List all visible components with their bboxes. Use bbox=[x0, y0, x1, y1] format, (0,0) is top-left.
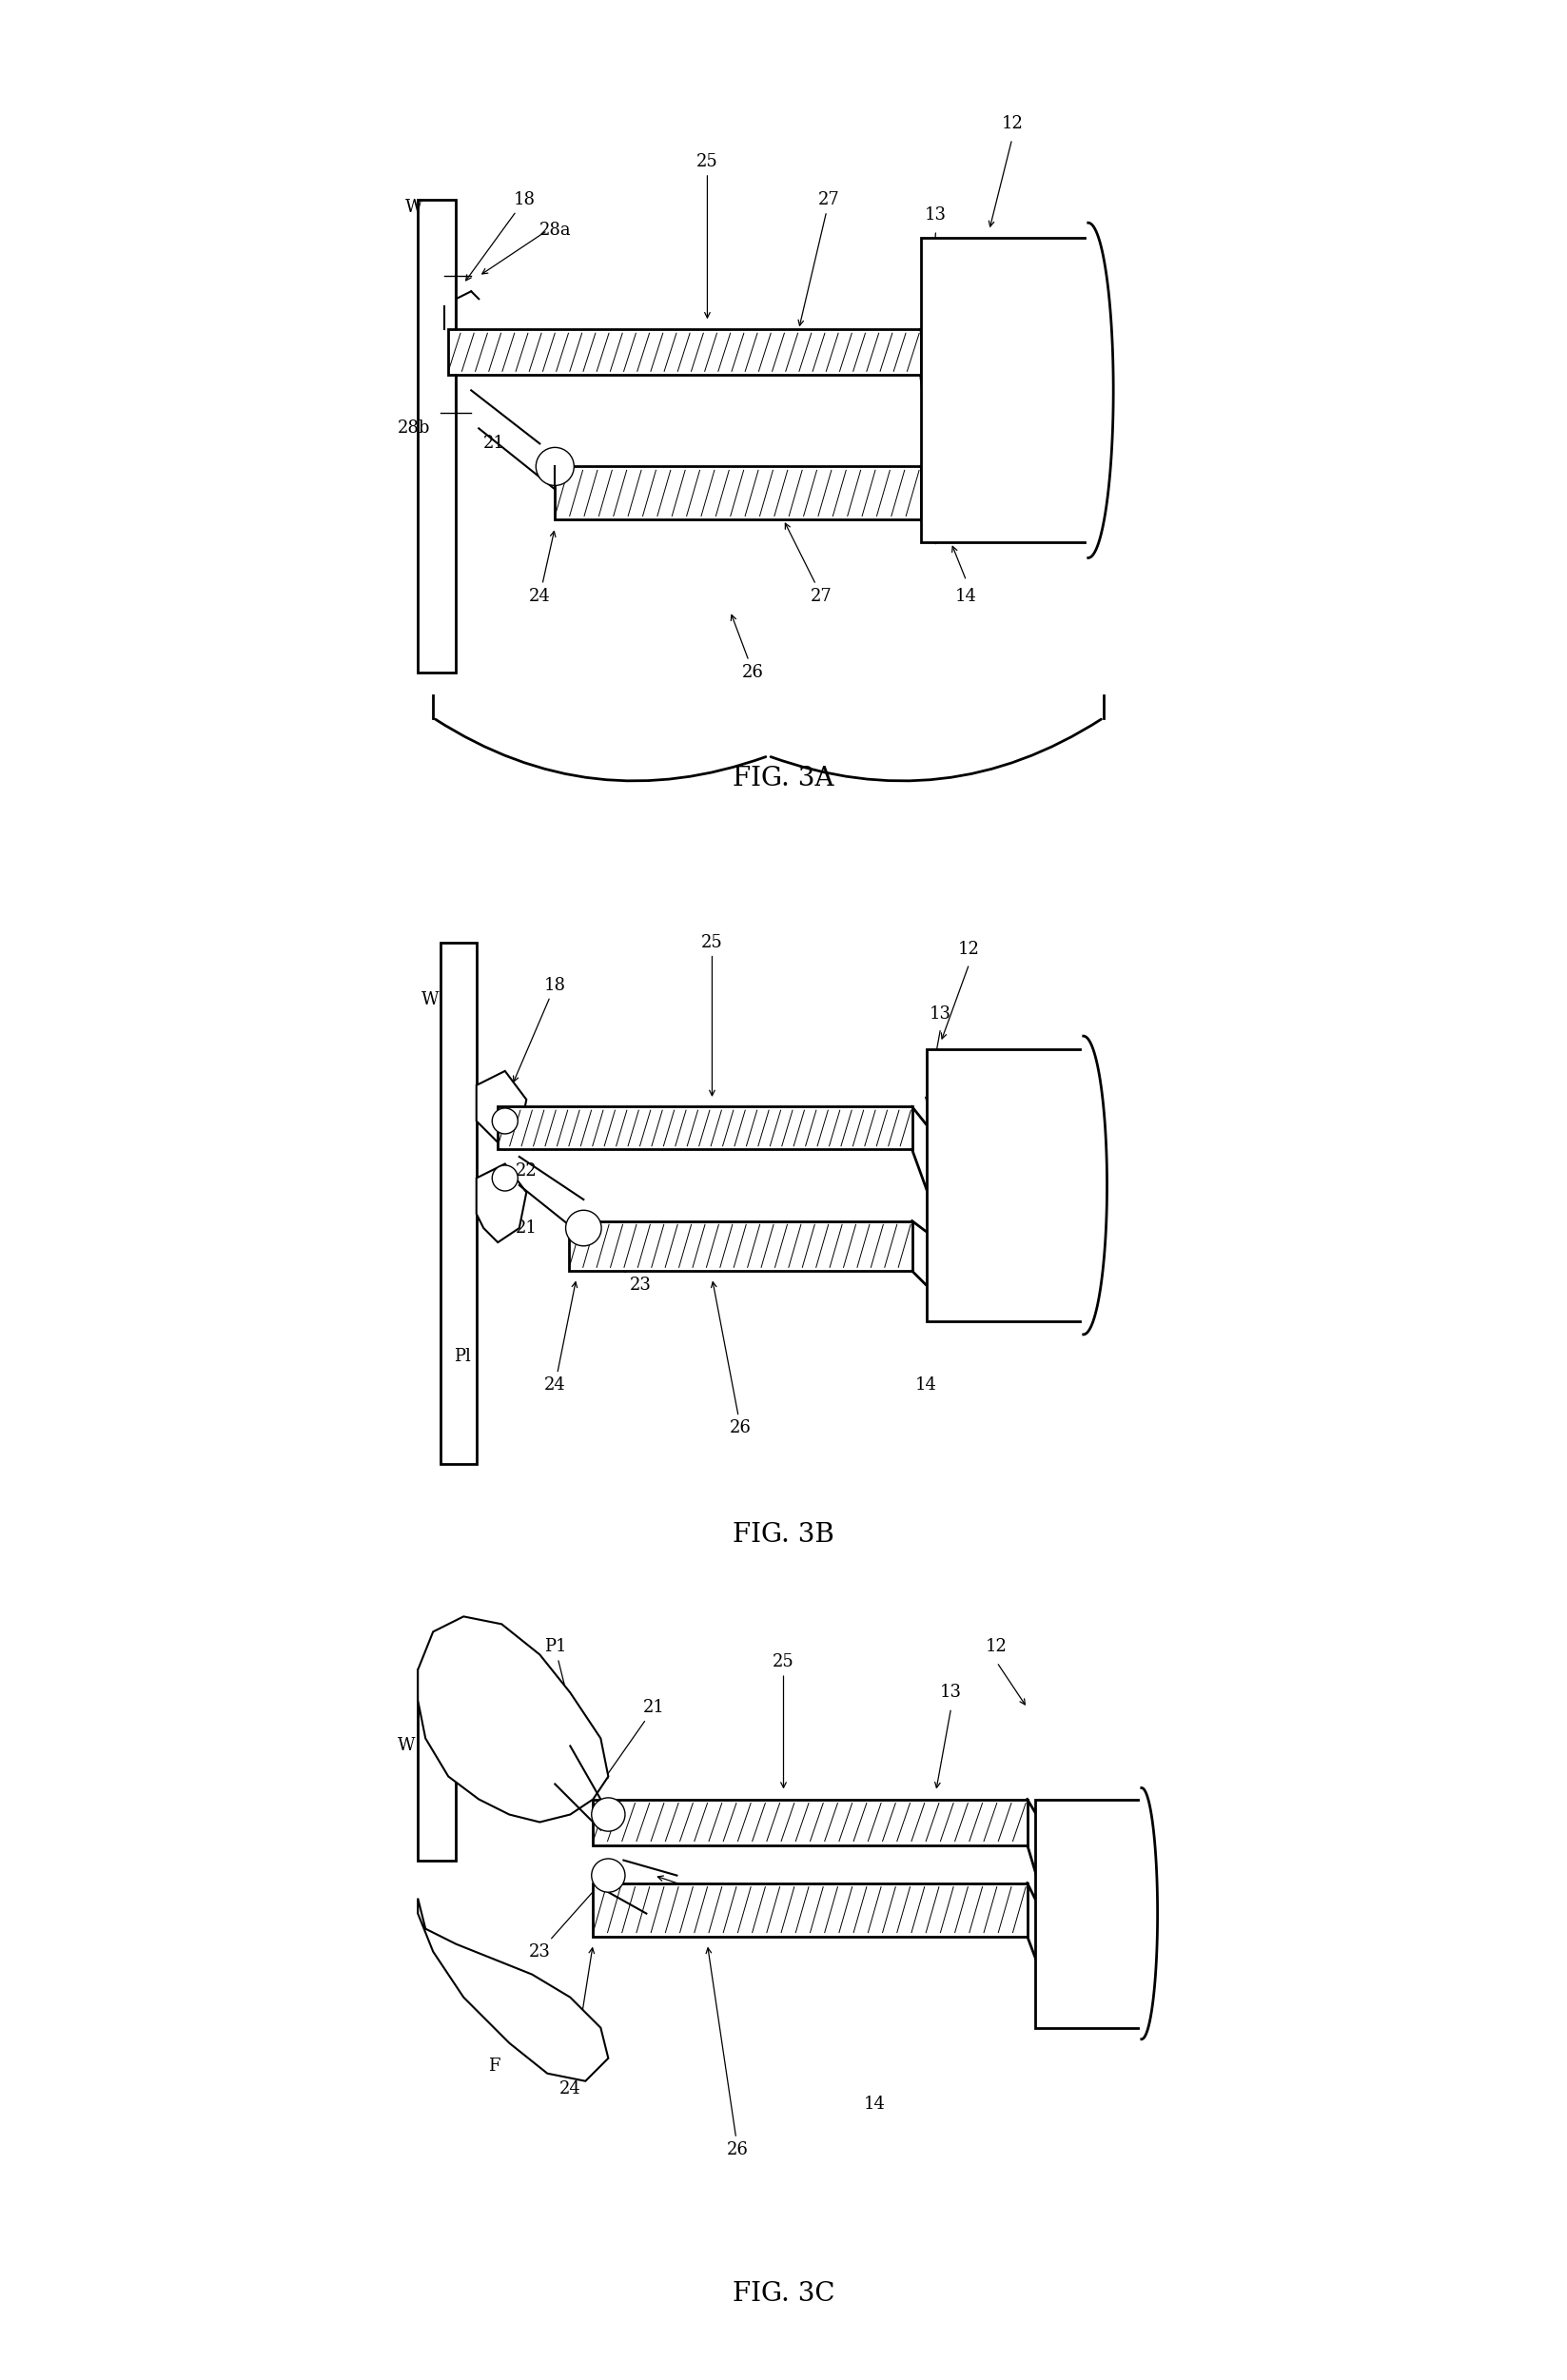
Text: 26: 26 bbox=[707, 1947, 749, 2159]
Text: 25: 25 bbox=[696, 152, 718, 319]
Text: 18: 18 bbox=[514, 976, 566, 1081]
Text: 23: 23 bbox=[566, 469, 611, 497]
Text: 28a: 28a bbox=[539, 221, 570, 238]
Bar bbox=[921, 238, 1087, 543]
Text: 12: 12 bbox=[986, 1637, 1008, 1656]
Text: 28b: 28b bbox=[398, 419, 431, 438]
Polygon shape bbox=[476, 1071, 527, 1150]
Bar bbox=[569, 1221, 912, 1271]
Bar bbox=[592, 1883, 1028, 1937]
Bar bbox=[498, 1107, 912, 1150]
Bar bbox=[448, 328, 921, 376]
Text: 14: 14 bbox=[956, 588, 978, 605]
Text: 27: 27 bbox=[785, 524, 832, 605]
Text: 24: 24 bbox=[530, 531, 556, 605]
Text: F: F bbox=[487, 2056, 500, 2075]
Bar bbox=[926, 1050, 1083, 1321]
Polygon shape bbox=[476, 1164, 527, 1242]
Text: 25: 25 bbox=[702, 933, 722, 1095]
Text: 11: 11 bbox=[997, 378, 1026, 402]
Text: 12: 12 bbox=[1001, 114, 1023, 133]
Text: 13: 13 bbox=[940, 1685, 962, 1702]
Text: 27: 27 bbox=[798, 190, 840, 326]
Bar bbox=[440, 942, 476, 1464]
Bar bbox=[440, 942, 476, 1464]
Text: 25: 25 bbox=[773, 1654, 794, 1787]
Circle shape bbox=[566, 1209, 602, 1247]
Polygon shape bbox=[418, 1616, 608, 1823]
Circle shape bbox=[536, 447, 574, 486]
Circle shape bbox=[591, 1797, 625, 1830]
Text: Pl: Pl bbox=[453, 1347, 470, 1366]
Text: 23: 23 bbox=[528, 1885, 599, 1961]
Bar bbox=[418, 200, 456, 671]
Text: W: W bbox=[422, 990, 439, 1009]
Text: W: W bbox=[398, 1737, 415, 1754]
Text: 18: 18 bbox=[465, 190, 536, 281]
Text: 24: 24 bbox=[544, 1283, 577, 1395]
Text: 13: 13 bbox=[925, 207, 946, 224]
Text: 13: 13 bbox=[929, 1004, 951, 1023]
Text: 21: 21 bbox=[516, 1219, 537, 1238]
Text: 14: 14 bbox=[915, 1376, 937, 1395]
Bar bbox=[555, 466, 921, 519]
Text: 26: 26 bbox=[730, 614, 763, 681]
Text: FIG. 3A: FIG. 3A bbox=[733, 766, 834, 793]
Circle shape bbox=[492, 1166, 517, 1190]
Circle shape bbox=[591, 1859, 625, 1892]
Text: FIG. 3C: FIG. 3C bbox=[732, 2282, 835, 2306]
Text: 12: 12 bbox=[959, 940, 979, 959]
Text: FIG. 3B: FIG. 3B bbox=[733, 1523, 834, 1547]
Bar bbox=[418, 200, 456, 671]
Bar bbox=[592, 1799, 1028, 1844]
Text: 14: 14 bbox=[863, 2094, 885, 2113]
Text: 21: 21 bbox=[483, 436, 505, 452]
Circle shape bbox=[492, 1109, 517, 1133]
Text: 21: 21 bbox=[603, 1699, 664, 1780]
Text: 24: 24 bbox=[559, 1947, 594, 2097]
Text: W: W bbox=[406, 200, 423, 217]
Bar bbox=[1034, 1799, 1141, 2028]
Text: 22: 22 bbox=[516, 1161, 537, 1180]
Text: 26: 26 bbox=[711, 1283, 752, 1438]
Text: 23: 23 bbox=[594, 1245, 652, 1295]
Bar bbox=[418, 1671, 456, 1861]
Text: 11: 11 bbox=[1083, 1904, 1109, 1923]
Text: 22: 22 bbox=[658, 1875, 733, 1906]
Polygon shape bbox=[418, 1899, 608, 2080]
Text: P1: P1 bbox=[544, 1637, 578, 1735]
Text: 11: 11 bbox=[997, 1173, 1026, 1197]
Bar bbox=[418, 1671, 456, 1861]
Text: 22: 22 bbox=[476, 359, 497, 376]
